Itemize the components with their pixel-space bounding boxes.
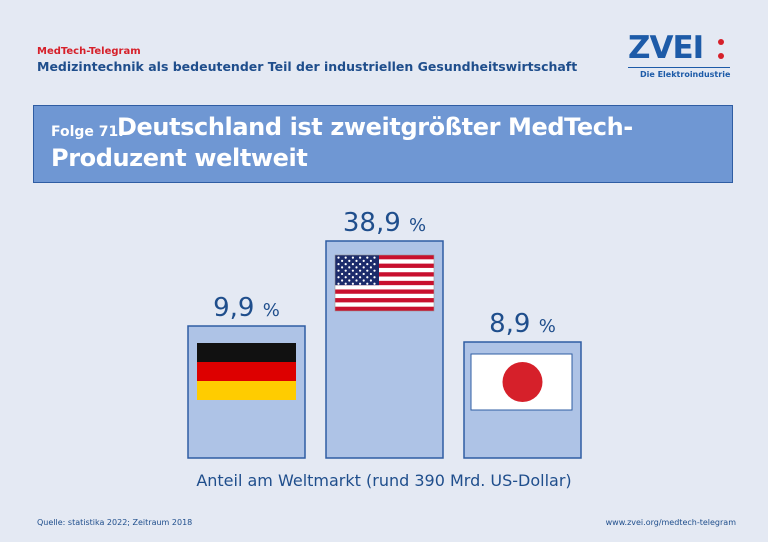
banner-prefix: Folge 71: — [51, 124, 124, 140]
website-url: www.zvei.org/medtech-telegram — [605, 518, 736, 527]
value-label-japan: 8,9 % — [489, 309, 556, 339]
value-label-usa: 38,9 % — [343, 208, 426, 238]
value-label-deutschland: 9,9 % — [213, 293, 280, 323]
banner-title-line1: Deutschland ist zweitgrößter MedTech- — [117, 113, 633, 141]
banner-title-line2: Produzent weltweit — [51, 144, 308, 172]
usa-flag — [334, 254, 435, 312]
banner-title: Deutschland ist zweitgrößter MedTech- Pr… — [51, 112, 677, 174]
logo-tagline: Die Elektroindustrie — [640, 70, 731, 79]
logo-colon — [718, 39, 724, 61]
zvei-logo: ZVEI Die Elektroindustrie — [628, 30, 740, 79]
source-note: Quelle: statistika 2022; Zeitraum 2018 — [37, 518, 193, 527]
logo-wordmark: ZVEI — [628, 30, 704, 66]
x-axis-label: Anteil am Weltmarkt (rund 390 Mrd. US-Do… — [196, 471, 572, 490]
japan-flag — [470, 353, 573, 411]
title-banner: Folge 71: Deutschland ist zweitgrößter M… — [33, 105, 733, 183]
logo-underline — [628, 67, 730, 68]
subtitle: Medizintechnik als bedeutender Teil der … — [37, 59, 578, 74]
series-tag: MedTech-Telegram — [37, 46, 141, 57]
germany-flag — [197, 343, 296, 400]
